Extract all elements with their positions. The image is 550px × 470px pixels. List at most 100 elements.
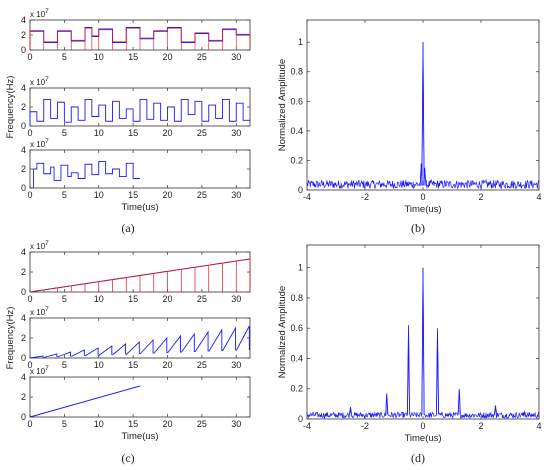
y-tick-label: 2 — [21, 30, 26, 40]
y-exponent: 7 — [45, 365, 49, 372]
y-tick-label: 0 — [21, 353, 26, 363]
x-tick-label: -4 — [303, 421, 311, 431]
x-tick-label: 25 — [197, 294, 207, 304]
y-exponent: 7 — [45, 138, 49, 145]
x-tick-label: 0 — [420, 421, 425, 431]
x-tick-label: 0 — [27, 419, 32, 429]
y-tick-label: 0.4 — [290, 353, 303, 363]
y-axis-label: Normalized Amplitude — [277, 59, 288, 151]
x-tick-label: 0 — [27, 294, 32, 304]
x-tick-label: 25 — [197, 190, 207, 200]
y-tick-label: 0 — [298, 414, 303, 424]
x-tick-label: 10 — [94, 294, 104, 304]
y-exponent: 7 — [45, 8, 49, 15]
x-tick-label: 10 — [94, 419, 104, 429]
x-tick-label: 0 — [420, 192, 425, 202]
x-axis-label: Time(us) — [404, 204, 441, 215]
x-tick-label: 4 — [536, 421, 541, 431]
x-tick-label: 15 — [128, 419, 138, 429]
chart-b: -4 -2 0 2 4 0 0.2 0.4 0.6 0.8 1 Time(us) Normalized … — [277, 19, 542, 215]
y-tick-label: 0 — [21, 121, 26, 131]
x-tick-label: 20 — [162, 419, 172, 429]
x-tick-label: 15 — [128, 52, 138, 62]
y-tick-label: 0 — [298, 185, 303, 195]
peak-mark — [348, 406, 353, 415]
x-tick-label: 10 — [94, 128, 104, 138]
peak-mark — [421, 42, 425, 186]
y-tick-label: 2 — [21, 333, 26, 343]
peak-mark — [406, 325, 411, 415]
x-tick-label: 25 — [197, 52, 207, 62]
x-axis-label: Time(us) — [121, 202, 158, 213]
y-tick-label: 4 — [21, 313, 26, 323]
y-tick-label: 0 — [21, 412, 26, 422]
peak-mark — [421, 267, 425, 415]
x-tick-label: 2 — [478, 192, 483, 202]
x-tick-label: 30 — [231, 294, 241, 304]
y-tick-label: 0.8 — [290, 67, 303, 77]
x-tick-label: 10 — [94, 52, 104, 62]
y-multiplier-label: x 107 — [30, 138, 49, 149]
x-tick-label: 15 — [128, 128, 138, 138]
x-axis-label: Time(us) — [121, 431, 158, 442]
x-tick-label: 4 — [536, 192, 541, 202]
y-exponent: 7 — [45, 76, 49, 83]
y-tick-label: 0.4 — [290, 126, 303, 136]
panel-label-d: (d) — [411, 451, 425, 465]
y-multiplier-label: x 107 — [30, 240, 49, 251]
y-tick-label: 4 — [21, 145, 26, 155]
x-tick-label: 15 — [128, 294, 138, 304]
x-tick-label: 15 — [128, 190, 138, 200]
x-tick-label: 30 — [231, 360, 241, 370]
x-tick-label: 15 — [128, 360, 138, 370]
y-axis-label: Normalized Amplitude — [277, 286, 288, 378]
x-tick-label: 30 — [231, 419, 241, 429]
y-tick-label: 0.8 — [290, 293, 303, 303]
y-tick-label: 0 — [21, 287, 26, 297]
y-tick-label: 1 — [298, 37, 303, 47]
x-tick-label: 30 — [231, 52, 241, 62]
x-tick-label: 5 — [62, 419, 67, 429]
chart-a3: 0 5 10 15 20 25 30 0 2 4 x 107 Time(us) — [21, 138, 251, 213]
y-axis-label: Frequency(Hz) — [5, 307, 16, 370]
x-tick-label: 5 — [62, 360, 67, 370]
x-tick-label: 20 — [162, 52, 172, 62]
chart-c3: 0 5 10 15 20 25 30 0 2 4 x 107 Time(us) — [21, 365, 251, 442]
y-tick-label: 0.2 — [290, 384, 303, 394]
x-tick-label: 20 — [162, 294, 172, 304]
x-tick-label: -2 — [361, 421, 369, 431]
peak-mark — [493, 405, 498, 415]
x-tick-label: 0 — [27, 128, 32, 138]
plot-frame — [29, 376, 251, 418]
x-tick-label: 2 — [478, 421, 483, 431]
x-tick-label: 0 — [27, 360, 32, 370]
series-line — [29, 258, 251, 293]
y-tick-label: 0.2 — [290, 155, 303, 165]
peak-mark — [522, 410, 527, 415]
series-sawtooth — [29, 325, 250, 359]
peak-mark — [419, 163, 423, 186]
y-axis-label: Frequency(Hz) — [5, 76, 16, 139]
y-multiplier-label: x 107 — [30, 365, 49, 376]
y-tick-label: 1 — [298, 263, 303, 273]
panel-label-c: (c) — [121, 451, 134, 465]
x-tick-label: -4 — [303, 192, 311, 202]
x-tick-label: 20 — [162, 360, 172, 370]
y-tick-label: 0 — [21, 45, 26, 55]
y-multiplier-label: x 107 — [30, 76, 49, 87]
chart-c1: 0 5 10 15 20 25 30 0 2 4 x 107 — [21, 240, 251, 304]
y-tick-label: 2 — [21, 392, 26, 402]
y-exponent: 7 — [45, 240, 49, 247]
panel-label-a: (a) — [121, 221, 134, 235]
y-tick-label: 0.6 — [290, 323, 303, 333]
peak-mark — [423, 167, 427, 186]
y-tick-label: 4 — [21, 247, 26, 257]
y-tick-label: 4 — [21, 15, 26, 25]
x-tick-label: 30 — [231, 128, 241, 138]
y-tick-label: 2 — [21, 164, 26, 174]
x-tick-label: 20 — [162, 190, 172, 200]
chart-a1: 0 5 10 15 20 25 30 0 2 4 x 107 — [21, 8, 251, 62]
x-tick-label: 30 — [231, 190, 241, 200]
peak-mark — [457, 388, 461, 415]
series-step-line — [29, 98, 250, 126]
